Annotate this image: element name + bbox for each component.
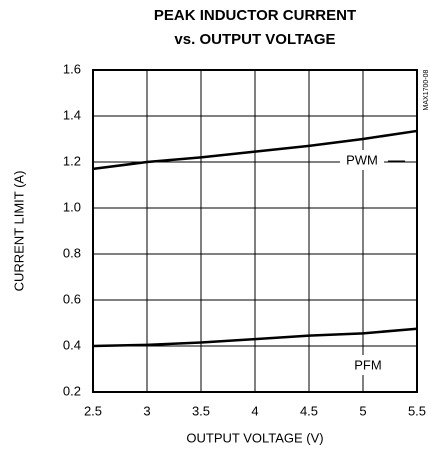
chart-subtitle: vs. OUTPUT VOLTAGE (174, 31, 335, 48)
x-tick-label: 2.5 (84, 403, 102, 418)
y-tick-label: 0.8 (63, 245, 81, 260)
y-tick-label: 1.0 (63, 199, 81, 214)
series-label: PWM (346, 152, 378, 167)
series-label: PFM (354, 357, 381, 372)
x-axis-label: OUTPUT VOLTAGE (V) (186, 430, 323, 445)
x-tick-label: 3.5 (192, 403, 210, 418)
y-tick-label: 0.6 (63, 291, 81, 306)
y-axis-label: CURRENT LIMIT (A) (11, 171, 26, 292)
label-bg (340, 150, 384, 170)
y-tick-label: 1.4 (63, 107, 81, 122)
x-tick-label: 3 (143, 403, 150, 418)
y-tick-label: 1.6 (63, 61, 81, 76)
series-line (92, 327, 418, 348)
y-tick-label: 0.2 (63, 383, 81, 398)
y-tick-label: 0.4 (63, 337, 81, 352)
x-tick-label: 4 (251, 403, 258, 418)
x-tick-label: 5 (359, 403, 366, 418)
x-tick-label: 4.5 (300, 403, 318, 418)
series-line (92, 129, 418, 171)
plot-frame (92, 69, 418, 393)
annotation: MAX1700-08 (423, 69, 430, 110)
x-tick-label: 5.5 (408, 403, 426, 418)
chart-title: PEAK INDUCTOR CURRENT (154, 7, 356, 24)
label-bg (346, 355, 390, 375)
y-tick-label: 1.2 (63, 153, 81, 168)
